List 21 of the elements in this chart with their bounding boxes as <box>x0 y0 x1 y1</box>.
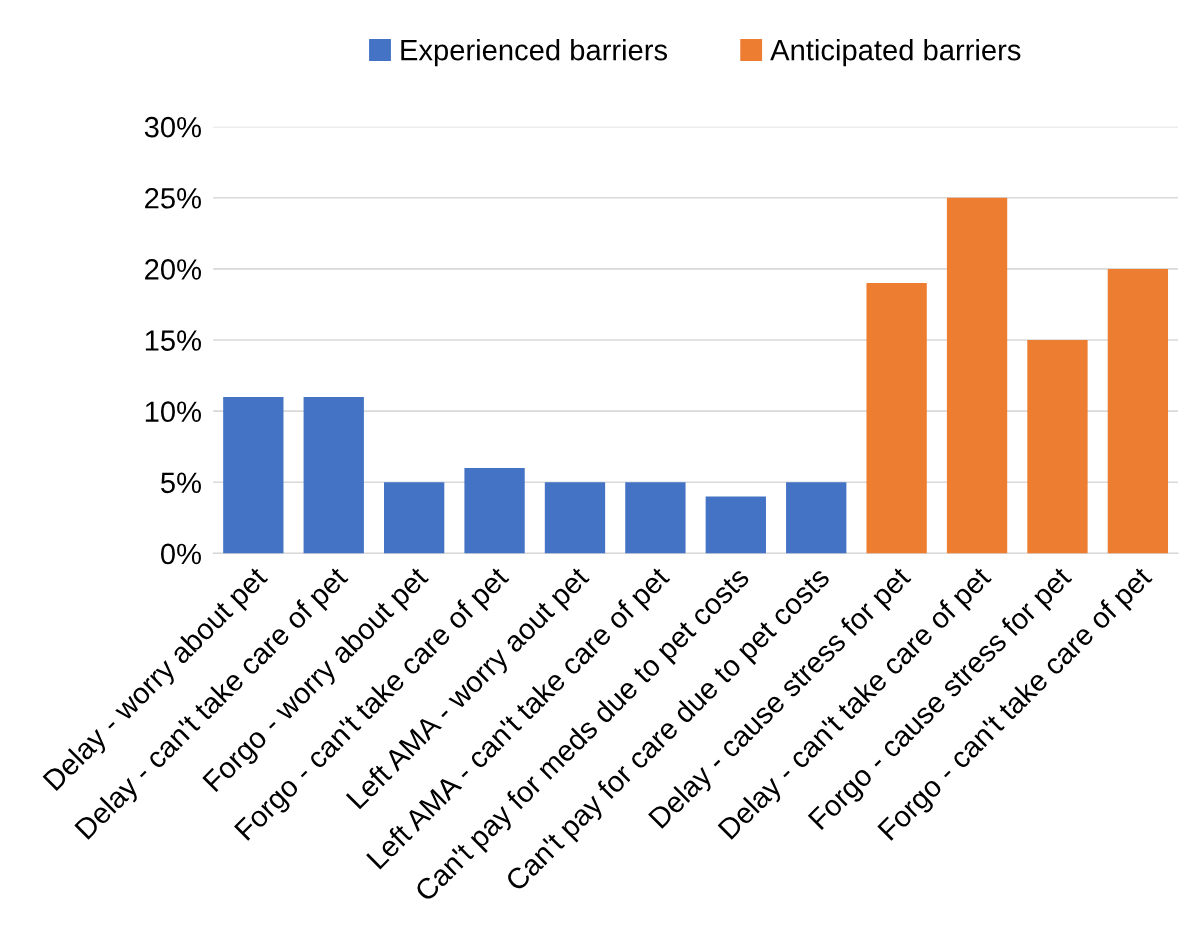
legend-label: Anticipated barriers <box>770 39 1021 67</box>
bar <box>384 482 445 554</box>
bar <box>625 482 686 554</box>
bar <box>223 396 284 554</box>
bar <box>303 396 364 554</box>
y-tick-label: 5% <box>161 472 201 494</box>
y-tick-label: 10% <box>145 401 201 423</box>
bar <box>786 482 847 554</box>
y-tick-label: 20% <box>145 259 201 280</box>
legend-label: Experienced barriers <box>401 39 668 67</box>
bar <box>946 197 1008 554</box>
bar <box>544 482 606 554</box>
y-tick-label: 0% <box>160 543 201 565</box>
y-tick-label: 25% <box>145 187 201 209</box>
bar <box>1027 340 1088 554</box>
bar <box>1107 268 1169 554</box>
y-tick-label: 15% <box>145 330 201 351</box>
bar <box>866 283 927 554</box>
bar <box>464 468 525 554</box>
y-tick-label: 30% <box>144 116 201 138</box>
bar <box>705 496 766 554</box>
